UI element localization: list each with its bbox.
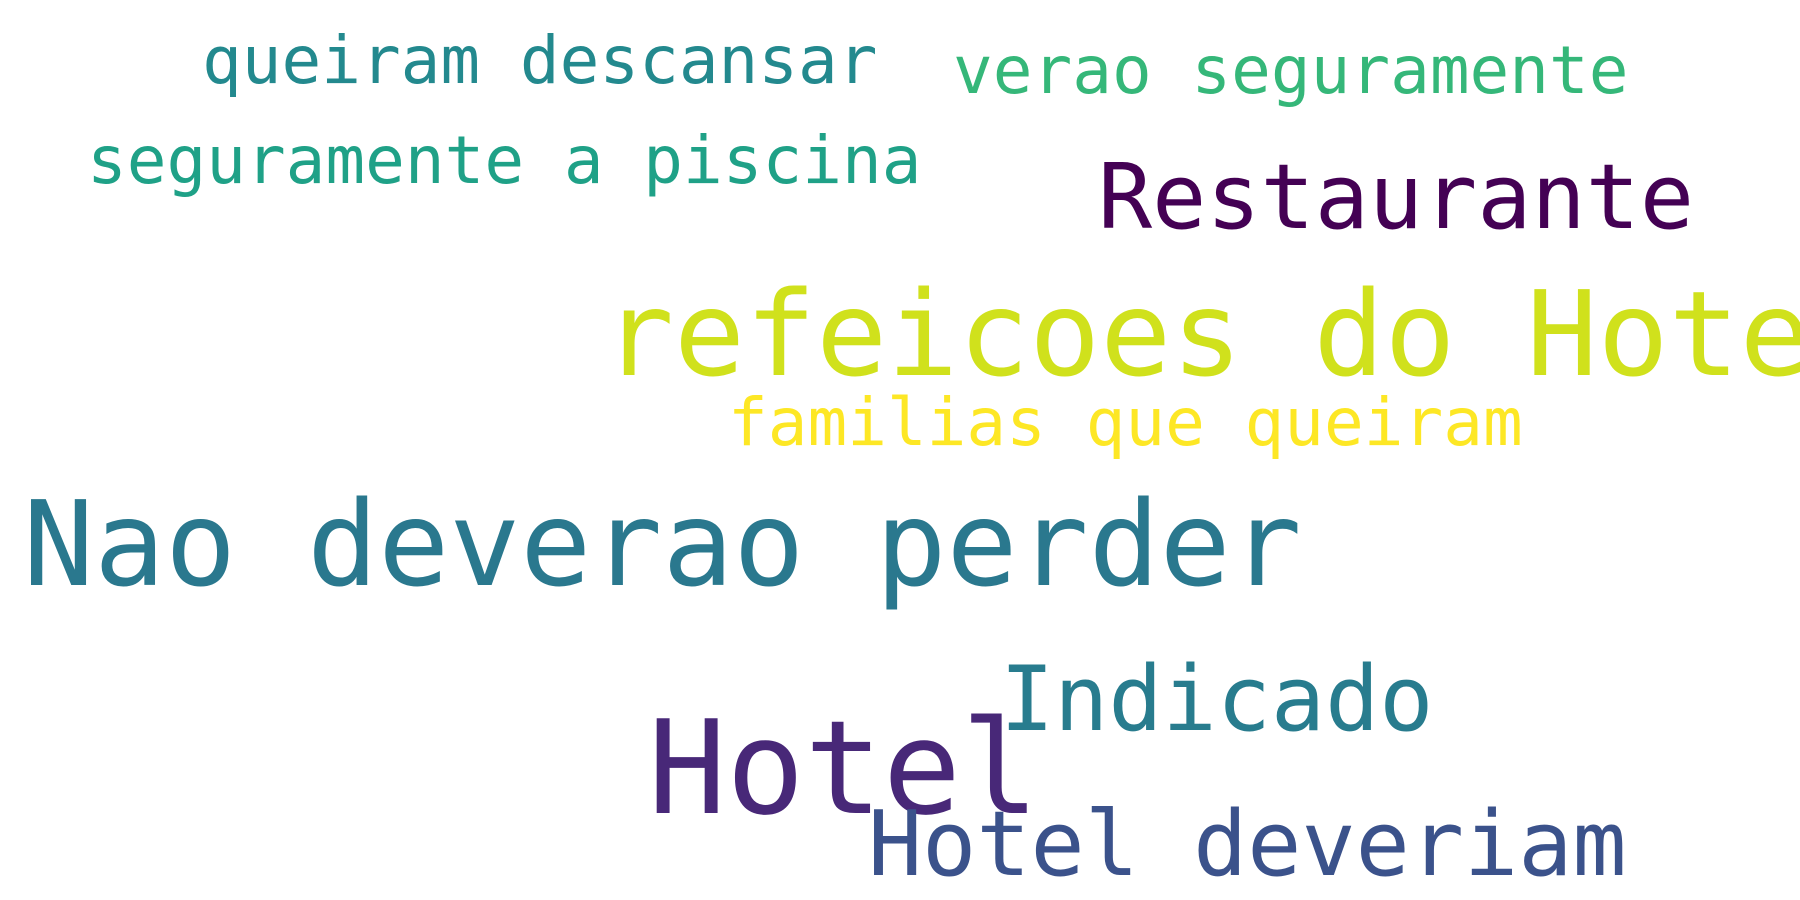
word-familias-que-queiram: familias que queiram — [728, 384, 1523, 461]
word-indicado: Indicado — [1000, 647, 1434, 752]
word-hotel: Hotel — [648, 692, 1040, 844]
word-nao-deverao-perder: Nao deverao perder — [23, 475, 1302, 613]
word-queiram-descansar: queiram descansar — [202, 22, 878, 99]
word-refeicoes-do-hotel: refeicoes do Hotel — [603, 265, 1800, 403]
word-restaurante: Restaurante — [1098, 145, 1695, 250]
word-seguramente-a-piscina: seguramente a piscina — [87, 122, 922, 199]
word-verao-seguramente: verao seguramente — [953, 32, 1629, 109]
word-hotel-deveriam: Hotel deveriam — [868, 792, 1627, 897]
